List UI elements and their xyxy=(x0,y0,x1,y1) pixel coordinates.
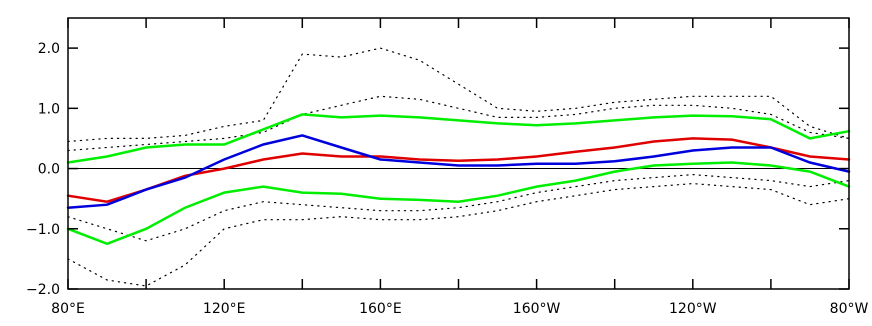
series-line xyxy=(66,161,851,246)
series-line xyxy=(66,134,851,209)
plot-frame xyxy=(67,17,850,290)
member-line xyxy=(67,182,850,287)
y-tick-label: −2.0 xyxy=(26,282,60,298)
y-tick-label: 2.0 xyxy=(38,41,60,57)
series-line xyxy=(66,137,851,203)
y-tick-label: −1.0 xyxy=(26,222,60,238)
x-tick-label: 160°W xyxy=(513,301,561,317)
member-line xyxy=(67,95,850,152)
x-tick-label: 80°E xyxy=(51,301,85,317)
series-line xyxy=(66,113,851,164)
y-tick-label: 0.0 xyxy=(38,162,60,178)
member-line xyxy=(67,173,850,242)
member-line xyxy=(67,47,850,143)
x-tick-label: 160°E xyxy=(359,301,402,317)
y-tick-label: 1.0 xyxy=(38,101,60,117)
x-tick-label: 120°W xyxy=(669,301,717,317)
x-tick-label: 80°W xyxy=(830,301,869,317)
x-tick-label: 120°E xyxy=(203,301,246,317)
